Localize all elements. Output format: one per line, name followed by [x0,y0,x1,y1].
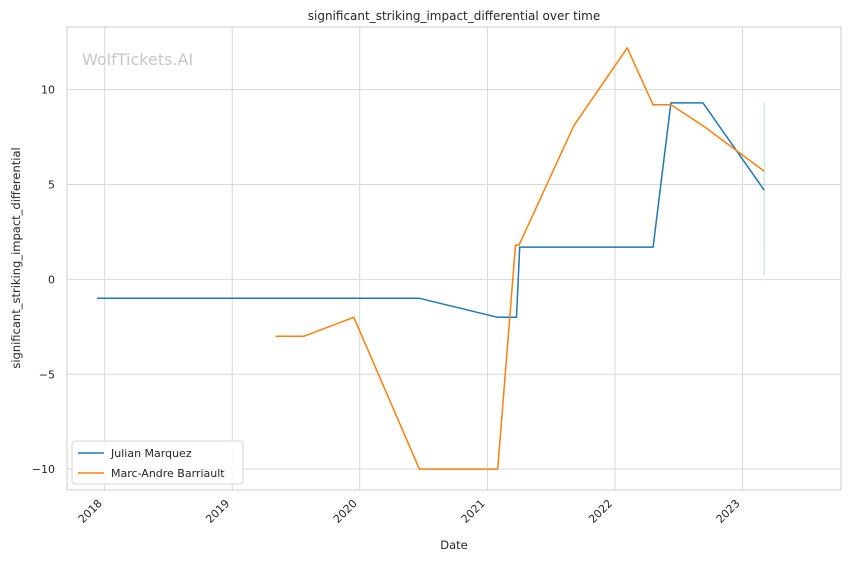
grid-lines [67,27,841,490]
plot-area [66,26,842,491]
series-lines [97,47,765,470]
y-axis-label: significant_striking_impact_differential [9,147,23,368]
y-tick-label: 10 [41,84,55,97]
y-tick-label: −5 [39,368,55,381]
y-tick-label: 5 [48,178,55,191]
x-axis-label: Date [440,538,468,552]
chart-title: significant_striking_impact_differential… [308,9,600,23]
legend-label-julian-marquez: Julian Marquez [110,447,192,460]
series-line-marc-andre-barriault [275,47,765,470]
watermark: WolfTickets.AI [82,50,193,69]
legend-box [71,440,244,485]
y-tick-label: −10 [32,463,55,476]
y-axis-ticks: −10 −5 0 5 10 [32,84,55,477]
series-line-julian-marquez [97,102,765,319]
legend-label-marc-andre-barriault: Marc-Andre Barriault [111,467,225,480]
y-tick-label: 0 [48,273,55,286]
legend: Julian Marquez Marc-Andre Barriault [71,440,244,485]
